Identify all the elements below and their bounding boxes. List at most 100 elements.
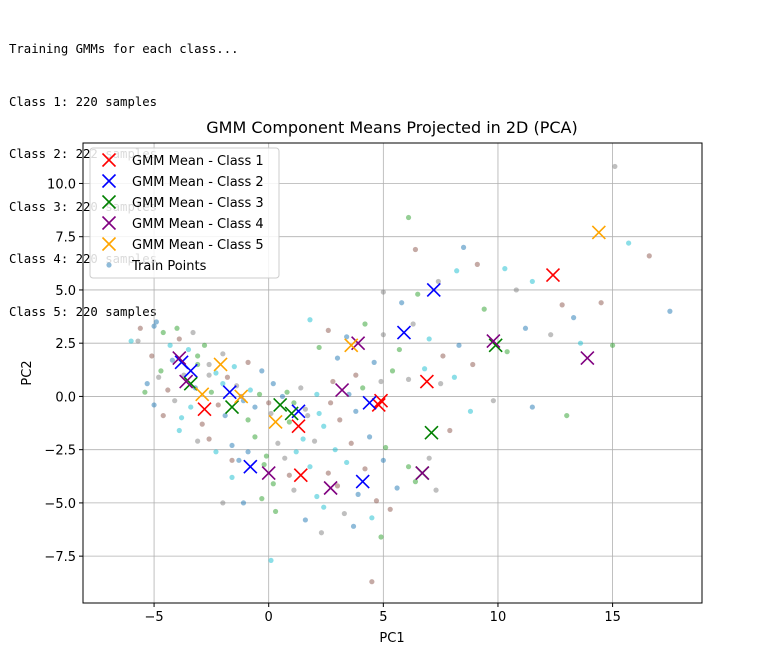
train-point	[325, 470, 331, 476]
gmm-mean-class-5	[195, 387, 210, 402]
gmm-mean-class-1	[197, 402, 212, 417]
console-line: Class 5: 220 samples	[9, 304, 158, 319]
gmm-mean-class-2	[174, 355, 189, 370]
train-point	[577, 340, 584, 346]
gmm-mean-class-5	[213, 357, 228, 372]
train-point	[373, 498, 380, 504]
train-point	[284, 389, 290, 395]
train-point	[426, 336, 432, 342]
train-point	[259, 496, 265, 502]
train-point	[447, 427, 453, 434]
legend-label: GMM Mean - Class 2	[132, 175, 264, 190]
train-point	[502, 266, 508, 272]
train-point	[481, 306, 487, 312]
train-point	[220, 351, 226, 357]
train-point	[208, 389, 214, 395]
train-point	[598, 300, 604, 306]
train-point	[165, 387, 171, 393]
gmm-mean-class-1	[293, 468, 308, 483]
x-tick-label: −5	[144, 610, 163, 625]
train-point	[190, 329, 196, 336]
train-point	[220, 500, 226, 506]
train-point	[353, 408, 359, 414]
train-point	[222, 412, 228, 419]
legend-label: GMM Mean - Class 5	[132, 238, 264, 253]
train-point	[548, 332, 554, 338]
legend-marker-class-2	[101, 173, 117, 189]
train-point	[185, 346, 192, 353]
gmm-mean-class-2	[396, 325, 412, 340]
train-point	[667, 308, 673, 314]
y-axis-label: PC2	[20, 360, 35, 385]
train-point	[220, 381, 226, 387]
train-point	[160, 412, 166, 419]
gmm-mean-class-2	[426, 282, 441, 298]
train-point	[245, 359, 251, 365]
train-point	[195, 438, 201, 444]
train-point	[490, 398, 496, 404]
train-point	[135, 338, 141, 344]
train-point	[626, 240, 632, 246]
train-point	[176, 427, 182, 434]
train-point	[355, 491, 361, 497]
gmm-mean-class-2	[355, 474, 370, 489]
gmm-mean-class-4	[179, 374, 194, 389]
train-point	[137, 325, 143, 331]
gmm-mean-class-2	[243, 459, 258, 474]
gmm-mean-class-3	[488, 338, 503, 353]
train-point	[270, 381, 276, 387]
train-point	[362, 321, 368, 327]
gmm-mean-class-3	[224, 400, 240, 415]
train-point	[348, 440, 354, 446]
train-point	[252, 404, 258, 410]
gmm-mean-class-2	[222, 385, 237, 400]
gmm-mean-class-4	[172, 351, 187, 366]
train-point	[172, 398, 178, 404]
x-tick-label: 5	[379, 610, 387, 625]
train-point	[142, 389, 148, 395]
train-point	[366, 434, 373, 440]
train-point	[325, 327, 331, 334]
train-point	[213, 370, 219, 376]
train-point	[261, 461, 267, 468]
train-point	[307, 317, 313, 323]
train-point	[378, 378, 384, 385]
train-point	[151, 402, 157, 408]
train-point	[454, 268, 460, 274]
train-point	[360, 385, 366, 391]
x-axis-label: PC1	[379, 631, 404, 646]
gmm-mean-class-4	[323, 480, 338, 496]
train-point	[440, 353, 446, 359]
gmm-mean-class-4	[261, 466, 276, 481]
train-point	[231, 364, 237, 370]
train-point	[559, 302, 565, 308]
train-points-layer	[128, 163, 673, 585]
train-point	[438, 381, 444, 387]
gmm-mean-class-3	[424, 425, 439, 440]
train-point	[151, 323, 157, 329]
train-point	[513, 287, 519, 293]
train-point	[224, 374, 231, 380]
train-point	[380, 289, 386, 295]
legend-marker-class-5	[101, 236, 117, 252]
gmm-mean-class-1	[371, 397, 386, 413]
train-point	[474, 261, 480, 267]
train-point	[302, 406, 308, 412]
train-point	[128, 338, 134, 344]
train-point	[571, 315, 577, 321]
train-point	[433, 487, 439, 493]
train-point	[412, 479, 419, 485]
gmm-mean-class-5	[268, 414, 283, 430]
legend-marker-class-3	[101, 194, 117, 210]
y-tick-label: 10.0	[47, 177, 76, 192]
train-point	[451, 374, 457, 380]
train-point	[371, 359, 377, 365]
train-point	[291, 487, 297, 493]
train-point	[387, 506, 393, 512]
train-point	[504, 349, 510, 355]
train-point	[178, 415, 185, 421]
train-point	[405, 214, 412, 221]
y-tick-label: 7.5	[55, 231, 76, 246]
gmm-mean-class-4	[415, 466, 430, 481]
